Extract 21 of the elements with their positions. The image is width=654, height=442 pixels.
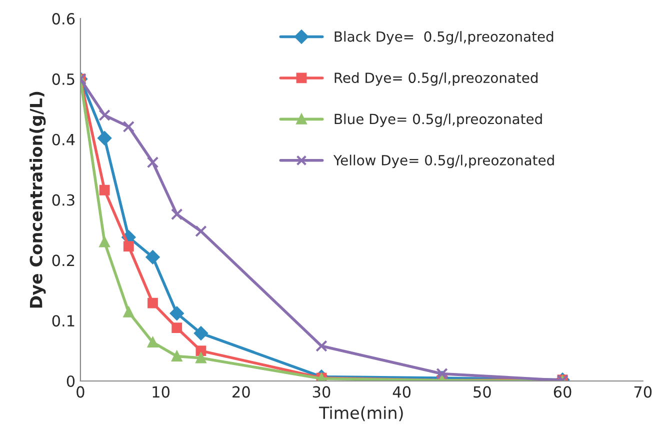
y-tick-label: 0 [66, 375, 75, 388]
legend-label: Red Dye= 0.5g/l,preozonated [334, 72, 538, 86]
x-tick-label: 60 [554, 386, 572, 398]
legend-label: Yellow Dye= 0.5g/l,preozonated [333, 154, 554, 168]
y-tick-label: 0.3 [52, 194, 74, 206]
x-tick-label: 70 [634, 386, 652, 398]
y-tick-label: 0.1 [52, 315, 74, 327]
y-tick-label: 0.2 [52, 254, 74, 266]
legend-label: Black Dye= 0.5g/l,preozonated [334, 31, 554, 45]
x-tick-label: 30 [312, 386, 330, 398]
y-tick-label: 0.4 [52, 134, 75, 146]
y-tick-label: 0.5 [52, 73, 74, 85]
legend-label: Blue Dye= 0.5g/l,preozonated [334, 114, 542, 127]
x-tick-label: 20 [232, 386, 250, 398]
x-tick-label: 50 [474, 386, 491, 398]
y-axis-title: Dye Concentration(g/L) [29, 92, 46, 308]
x-tick-label: 0 [76, 386, 84, 398]
x-axis-title: Time(min) [319, 406, 403, 422]
x-tick-label: 10 [152, 386, 170, 398]
x-tick-label: 40 [392, 386, 411, 398]
y-tick-label: 0.6 [52, 13, 75, 25]
